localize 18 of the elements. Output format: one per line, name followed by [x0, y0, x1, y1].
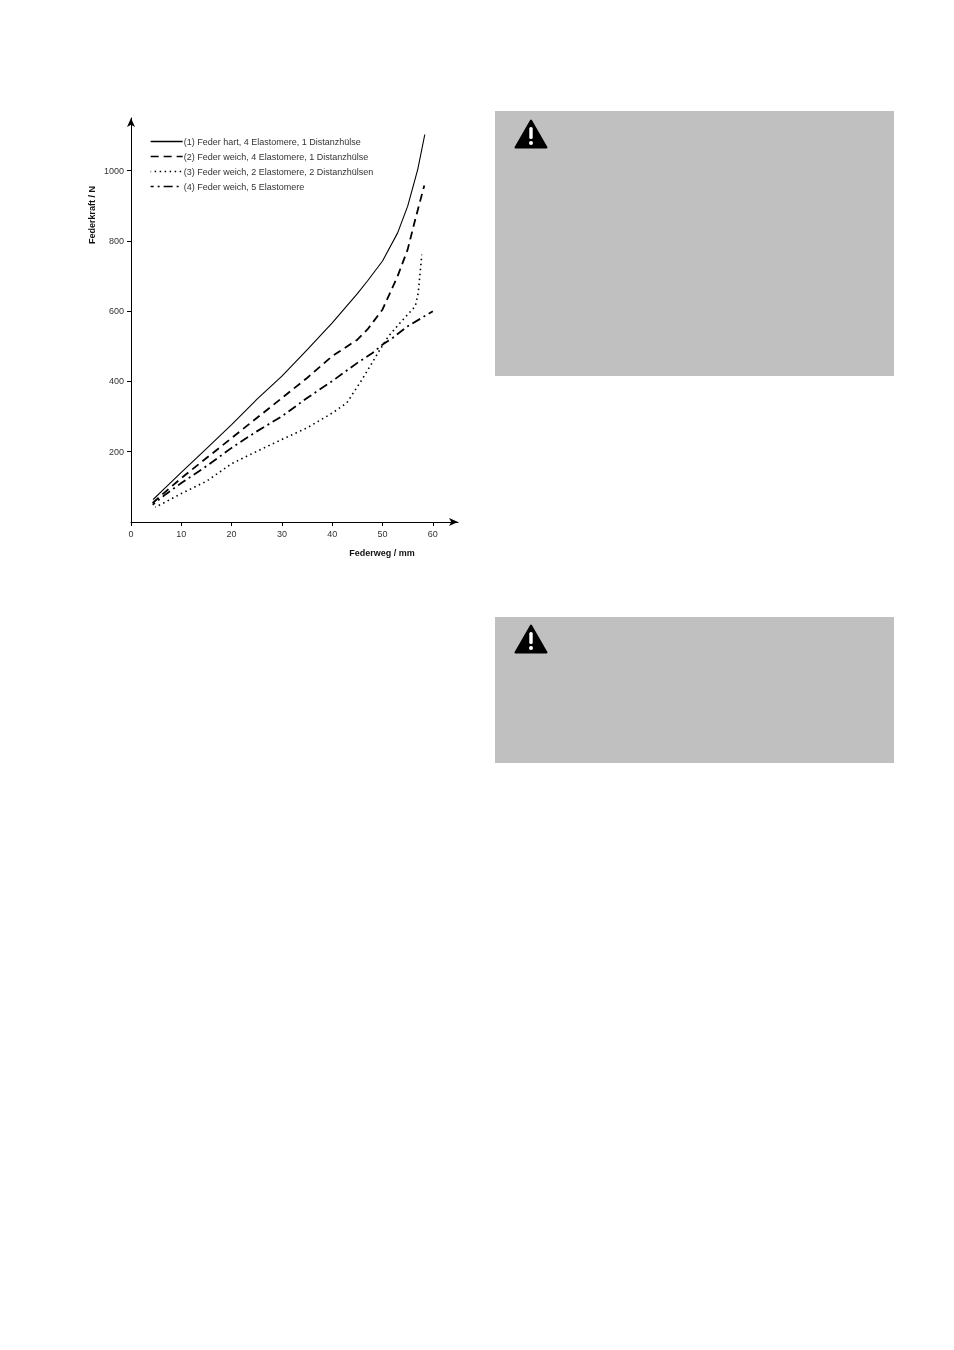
x-tick-label: 10	[176, 528, 187, 539]
legend-label: (1) Feder hart, 4 Elastomere, 1 Distanzhülse	[183, 136, 361, 147]
x-tick-label: 20	[226, 528, 237, 539]
x-tick-label: 40	[327, 528, 338, 539]
legend-label: (2) Feder weich, 4 Elastomere, 1 Distanzhülse	[183, 151, 369, 162]
x-axis-title: Federweg / mm	[349, 548, 415, 558]
y-tick-label: 400	[108, 376, 124, 387]
legend-label: (4) Feder weich, 5 Elastomere	[183, 181, 305, 192]
x-tick-label: 0	[128, 528, 134, 539]
x-tick-label: 60	[427, 528, 438, 539]
legend-label: (3) Feder weich, 2 Elastomere, 2 Distanzhülsen	[183, 166, 374, 177]
y-axis-title: Federkraft / N	[87, 185, 97, 245]
y-tick-label: 1000	[103, 165, 124, 176]
x-tick-label: 50	[377, 528, 388, 539]
y-tick-label: 600	[108, 306, 124, 317]
x-tick-label: 30	[276, 528, 287, 539]
y-tick-label: 800	[108, 235, 124, 246]
y-tick-label: 200	[108, 446, 124, 457]
